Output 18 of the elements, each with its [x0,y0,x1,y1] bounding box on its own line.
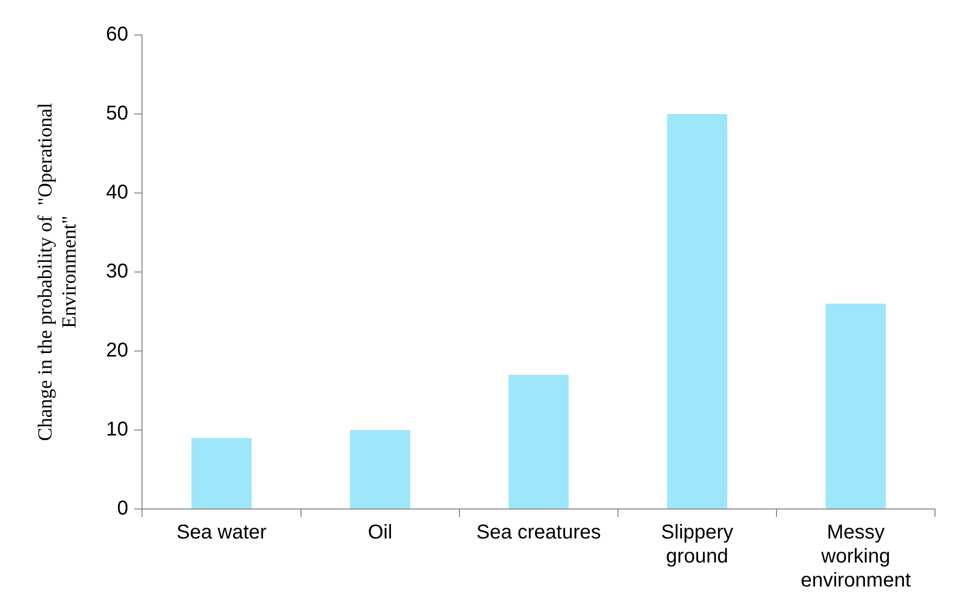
x-tick-label: Slippery ground [661,522,734,568]
x-tick-label: Sea creatures [476,522,601,544]
y-tick-label: 50 [106,102,128,125]
bar [826,304,886,508]
y-tick-label: 20 [106,340,128,362]
y-tick-label: 40 [106,182,128,204]
y-tick-label: 10 [106,418,128,441]
x-tick-label: Sea water [176,522,267,544]
x-tick-label: Messy working environment [800,522,912,592]
y-tick-label: 60 [106,24,128,46]
bar [508,374,569,508]
y-tick-label: 30 [106,260,128,283]
y-tick-label: 0 [117,498,128,520]
x-tick-label: Oil [368,522,392,544]
bar [350,430,410,508]
bar [667,114,728,508]
y-axis-title: Change in the probability of "Operational Environment" [34,102,80,442]
bar [191,438,252,508]
